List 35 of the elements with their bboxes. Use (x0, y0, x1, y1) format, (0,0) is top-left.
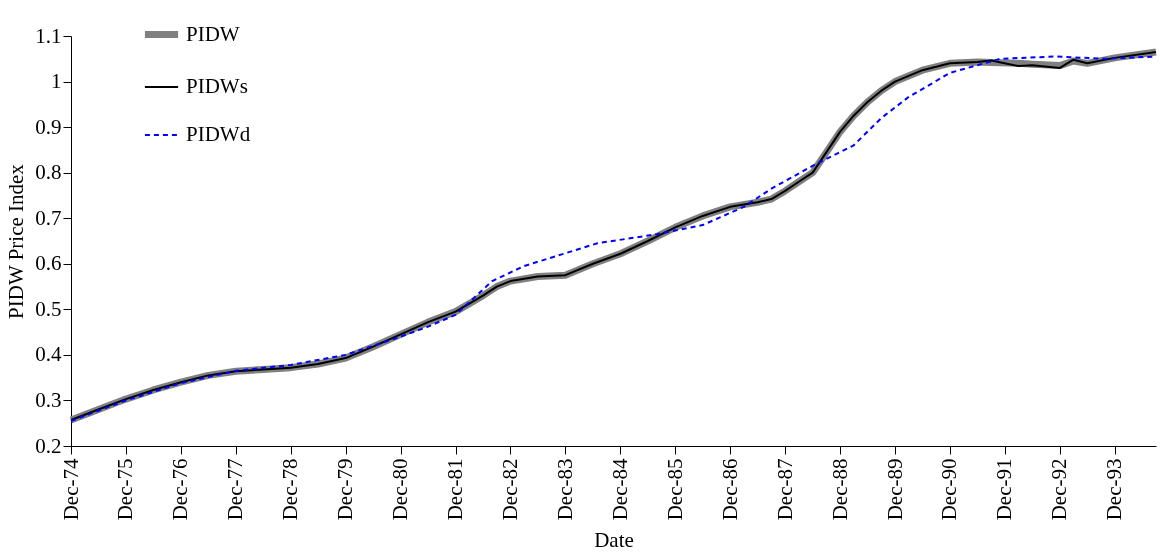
x-tick-label: Dec-83 (552, 458, 577, 521)
y-tick-label: 0.5 (35, 296, 62, 321)
x-tick-label: Dec-78 (278, 458, 303, 521)
x-tick-label: Dec-79 (333, 458, 358, 521)
x-axis-title: Date (594, 528, 634, 553)
legend-label: PIDWs (186, 74, 248, 98)
y-tick-label: 0.4 (35, 342, 62, 367)
x-tick-label: Dec-91 (992, 458, 1017, 521)
x-tick-label: Dec-87 (772, 458, 797, 521)
x-tick-label: Dec-86 (717, 458, 742, 521)
x-tick-label: Dec-82 (497, 458, 522, 521)
y-tick-label: 1 (51, 69, 62, 94)
x-tick-label: Dec-75 (113, 458, 138, 521)
legend-label: PIDW (186, 21, 240, 46)
y-tick-label: 1.1 (35, 23, 62, 48)
y-tick-label: 0.3 (35, 387, 62, 412)
y-tick-label: 0.7 (35, 205, 62, 230)
x-tick-label: Dec-77 (223, 458, 248, 521)
x-tick-label: Dec-90 (937, 458, 962, 521)
y-tick-label: 0.9 (35, 114, 62, 139)
x-tick-label: Dec-85 (662, 458, 687, 521)
x-tick-label: Dec-80 (388, 458, 413, 521)
legend-label: PIDWd (186, 122, 251, 146)
x-tick-label: Dec-74 (58, 458, 83, 521)
y-tick-label: 0.8 (35, 160, 62, 185)
x-tick-label: Dec-93 (1102, 458, 1127, 521)
x-tick-label: Dec-81 (443, 458, 468, 521)
x-tick-label: Dec-76 (168, 458, 193, 521)
y-axis-title: PIDW Price Index (4, 163, 29, 319)
x-tick-label: Dec-89 (882, 458, 907, 521)
x-tick-label: Dec-88 (827, 458, 852, 521)
y-tick-label: 0.2 (35, 433, 62, 458)
y-tick-label: 0.6 (35, 251, 62, 276)
x-tick-label: Dec-92 (1047, 458, 1072, 521)
x-tick-label: Dec-84 (607, 458, 632, 521)
